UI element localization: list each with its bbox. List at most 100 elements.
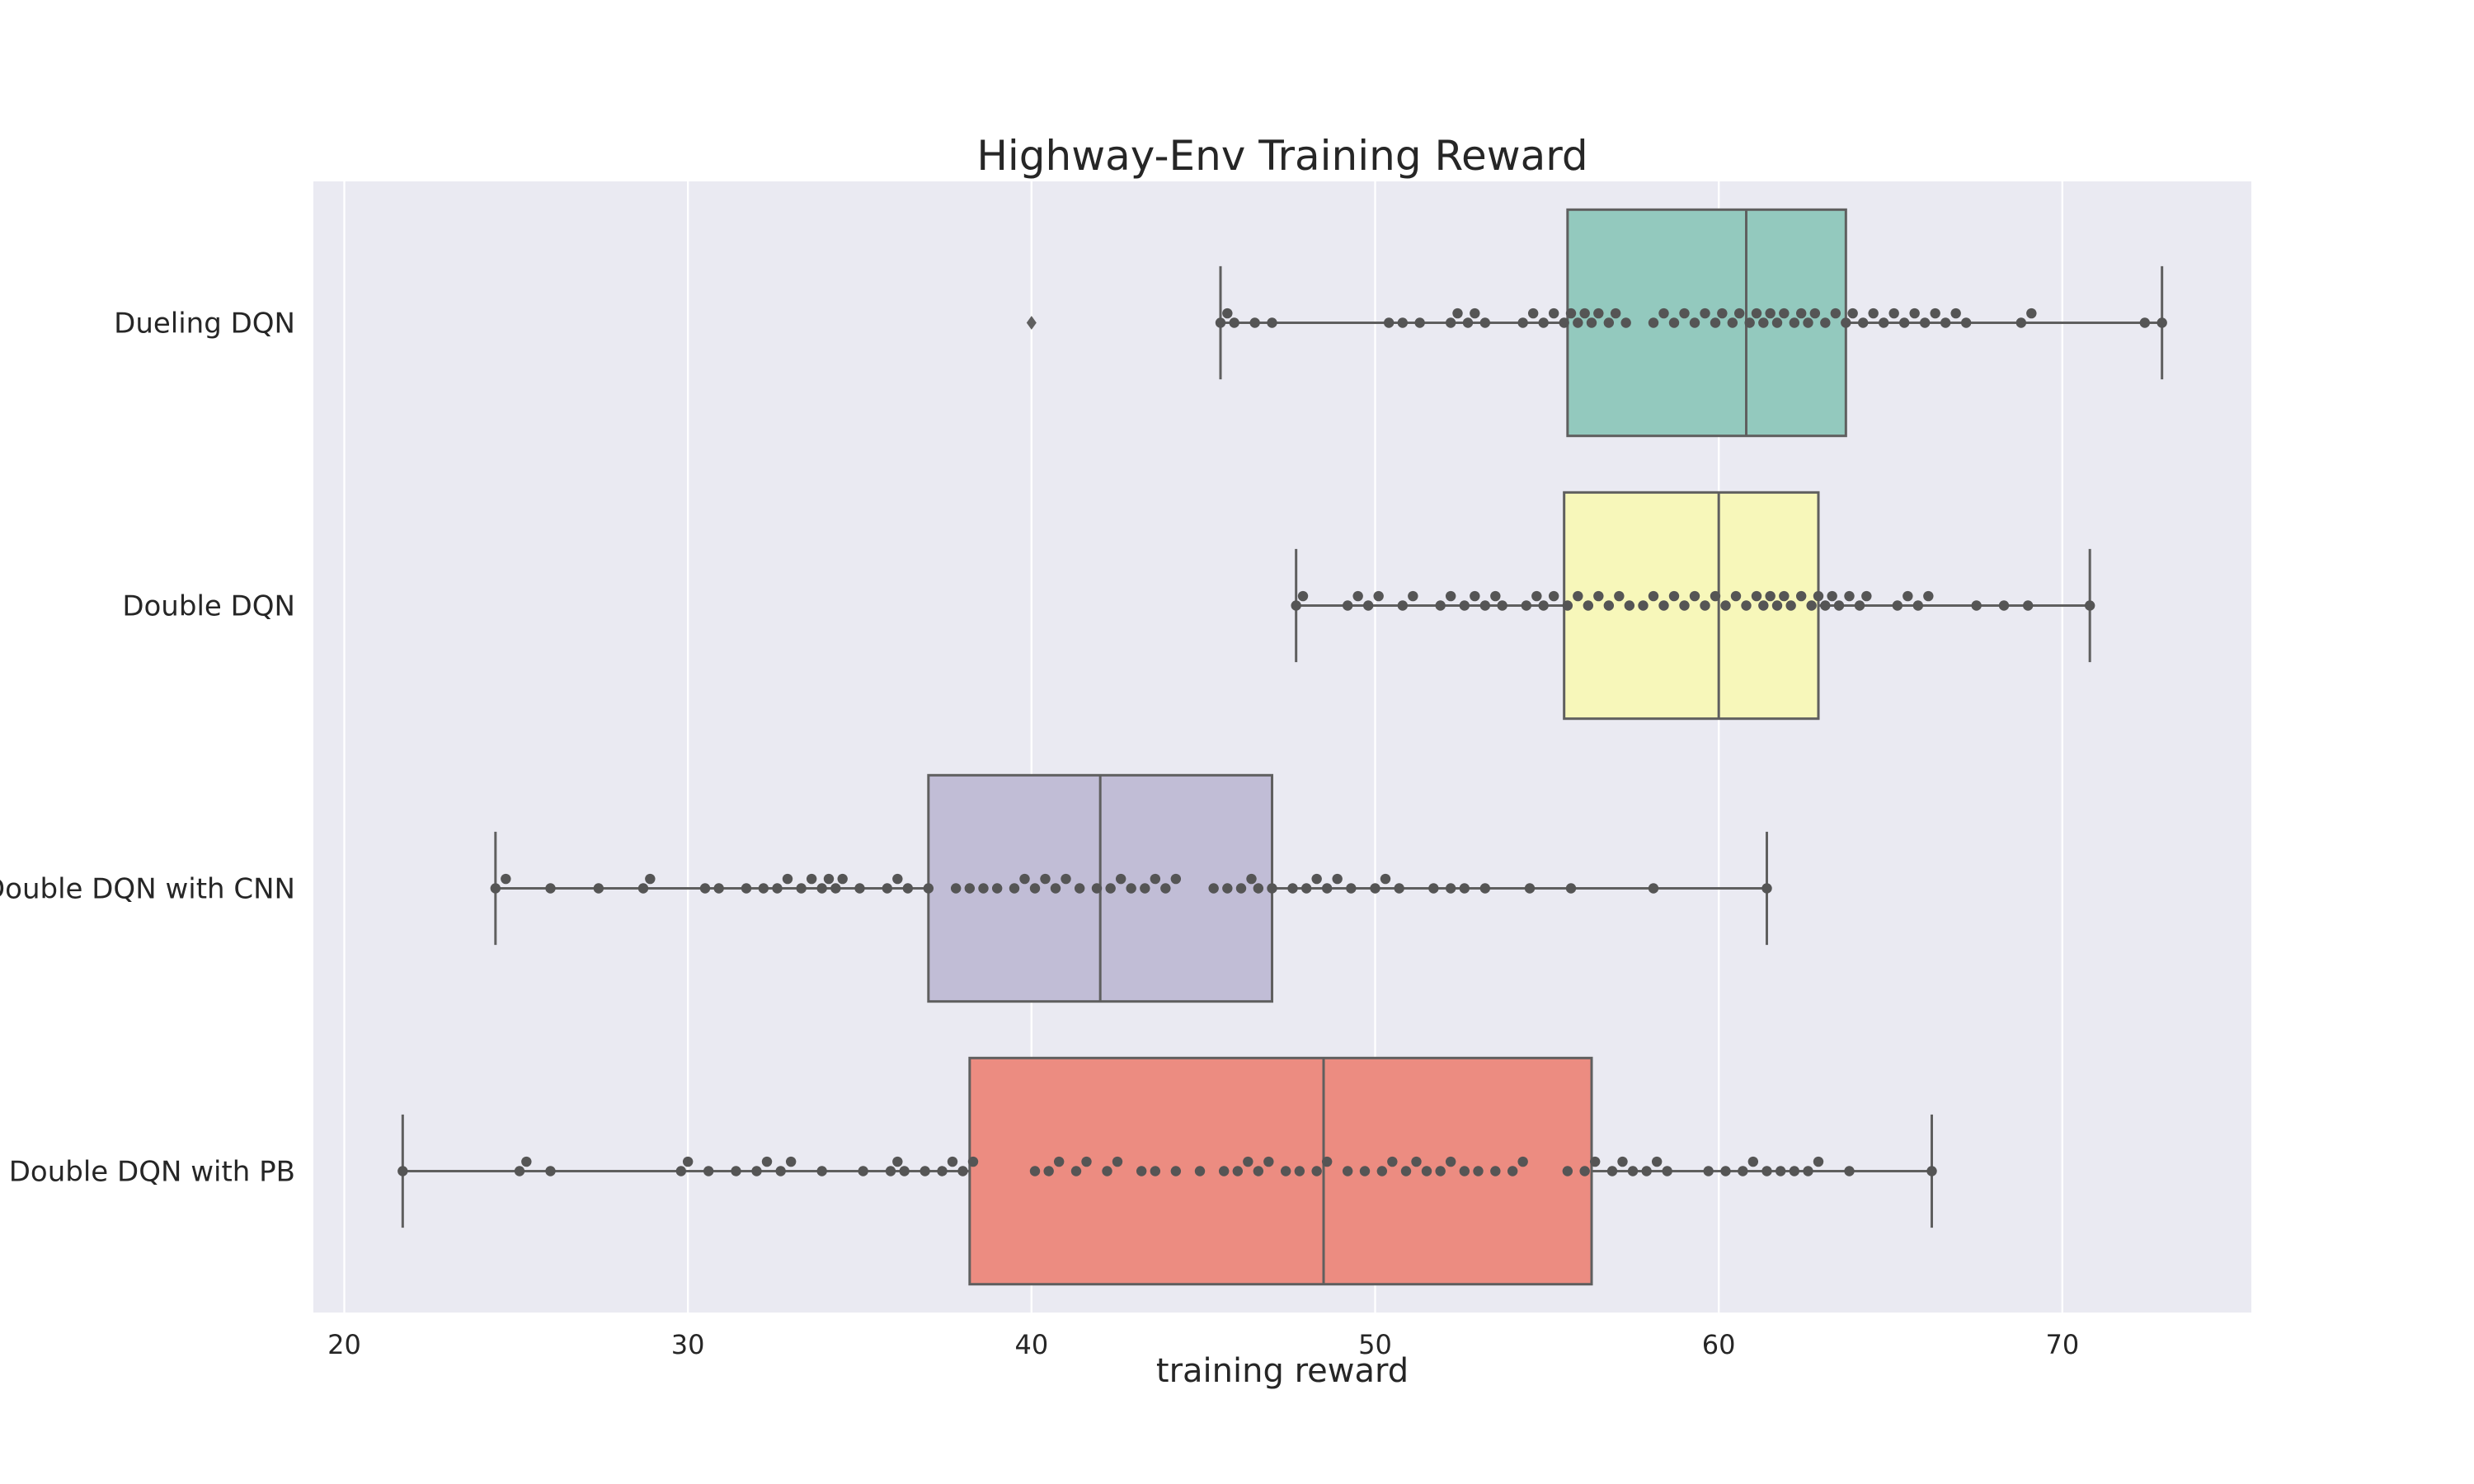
- data-point: [1548, 308, 1559, 319]
- data-point: [1445, 883, 1456, 894]
- data-point: [1593, 308, 1604, 319]
- data-point: [1603, 600, 1615, 611]
- data-point: [1380, 873, 1391, 885]
- data-point: [1758, 317, 1769, 328]
- data-point: [1497, 600, 1507, 611]
- box-group: [397, 1056, 1937, 1286]
- box-group: [1291, 491, 2095, 721]
- data-point: [1679, 308, 1690, 319]
- data-point: [1452, 308, 1463, 319]
- data-point: [514, 1166, 525, 1176]
- data-point: [858, 1166, 868, 1176]
- data-point: [1517, 317, 1528, 328]
- data-point: [1710, 317, 1721, 328]
- data-point: [991, 883, 1003, 894]
- data-point: [1930, 308, 1940, 319]
- data-point: [1658, 600, 1669, 611]
- box-group: [1026, 208, 2167, 438]
- data-point: [937, 1166, 948, 1176]
- data-point: [1809, 308, 1821, 319]
- data-point: [1421, 1166, 1432, 1176]
- data-point: [1606, 1166, 1618, 1176]
- data-point: [1689, 317, 1700, 328]
- data-point: [501, 873, 511, 885]
- data-point: [1126, 883, 1136, 894]
- data-point: [1160, 883, 1171, 894]
- data-point: [892, 1156, 903, 1167]
- data-point: [1789, 1166, 1800, 1176]
- data-point: [1538, 317, 1549, 328]
- data-point: [1479, 317, 1491, 328]
- data-point: [1009, 883, 1020, 894]
- data-point: [1462, 317, 1474, 328]
- data-point: [1253, 883, 1264, 894]
- data-point: [1105, 883, 1116, 894]
- data-point: [1517, 1156, 1528, 1167]
- data-point: [885, 1166, 896, 1176]
- data-point: [1194, 1166, 1206, 1176]
- data-point: [1761, 1166, 1772, 1176]
- data-point: [521, 1156, 532, 1167]
- data-point: [1297, 590, 1309, 602]
- data-point: [758, 883, 769, 894]
- data-point: [1765, 590, 1776, 602]
- data-point: [947, 1156, 958, 1167]
- chart-title: Highway-Env Training Reward: [976, 132, 1587, 180]
- data-point: [823, 873, 835, 885]
- data-point: [2157, 317, 2167, 328]
- data-point: [1703, 1166, 1714, 1176]
- data-point: [1218, 1166, 1230, 1176]
- data-point: [1844, 590, 1855, 602]
- data-point: [1926, 1166, 1937, 1176]
- grid-lines: [343, 181, 2064, 1313]
- data-point: [1081, 1156, 1092, 1167]
- data-point: [1648, 590, 1659, 602]
- data-point: [1342, 1166, 1353, 1176]
- data-point: [1387, 1156, 1398, 1167]
- data-point: [1294, 1166, 1305, 1176]
- data-point: [1593, 590, 1604, 602]
- data-point: [1741, 600, 1752, 611]
- data-point: [397, 1166, 408, 1176]
- data-point: [1765, 308, 1776, 319]
- data-point: [1903, 590, 1913, 602]
- data-point: [1253, 1166, 1264, 1176]
- data-point: [1140, 883, 1150, 894]
- data-point: [2084, 600, 2095, 611]
- data-point: [1394, 883, 1404, 894]
- data-point: [785, 1156, 797, 1167]
- data-point: [1841, 317, 1851, 328]
- data-point: [978, 883, 989, 894]
- data-point: [1658, 308, 1669, 319]
- data-point: [1898, 317, 1910, 328]
- data-point: [1459, 1166, 1470, 1176]
- data-point: [964, 883, 976, 894]
- data-point: [1744, 317, 1755, 328]
- data-point: [1562, 600, 1573, 611]
- data-point: [1435, 600, 1446, 611]
- data-point: [830, 883, 841, 894]
- data-point: [1411, 1156, 1422, 1167]
- data-point: [1479, 883, 1491, 894]
- data-point: [1538, 600, 1549, 611]
- data-point: [545, 1166, 556, 1176]
- data-point: [1820, 600, 1831, 611]
- data-point: [1827, 590, 1837, 602]
- data-point: [1263, 1156, 1274, 1167]
- data-point: [1050, 883, 1061, 894]
- data-point: [1321, 1156, 1333, 1167]
- data-point: [1102, 1166, 1112, 1176]
- data-point: [1679, 600, 1690, 611]
- data-point: [1562, 1166, 1573, 1176]
- data-point: [1527, 308, 1539, 319]
- data-point: [1579, 308, 1590, 319]
- data-point: [1779, 308, 1790, 319]
- y-category-label: Double DQN: [122, 590, 295, 623]
- data-point: [1414, 317, 1425, 328]
- data-point: [1960, 317, 1972, 328]
- data-point: [882, 883, 893, 894]
- data-point: [1232, 1166, 1244, 1176]
- data-point: [1617, 1156, 1628, 1167]
- data-point: [1868, 308, 1879, 319]
- data-point: [1720, 1166, 1731, 1176]
